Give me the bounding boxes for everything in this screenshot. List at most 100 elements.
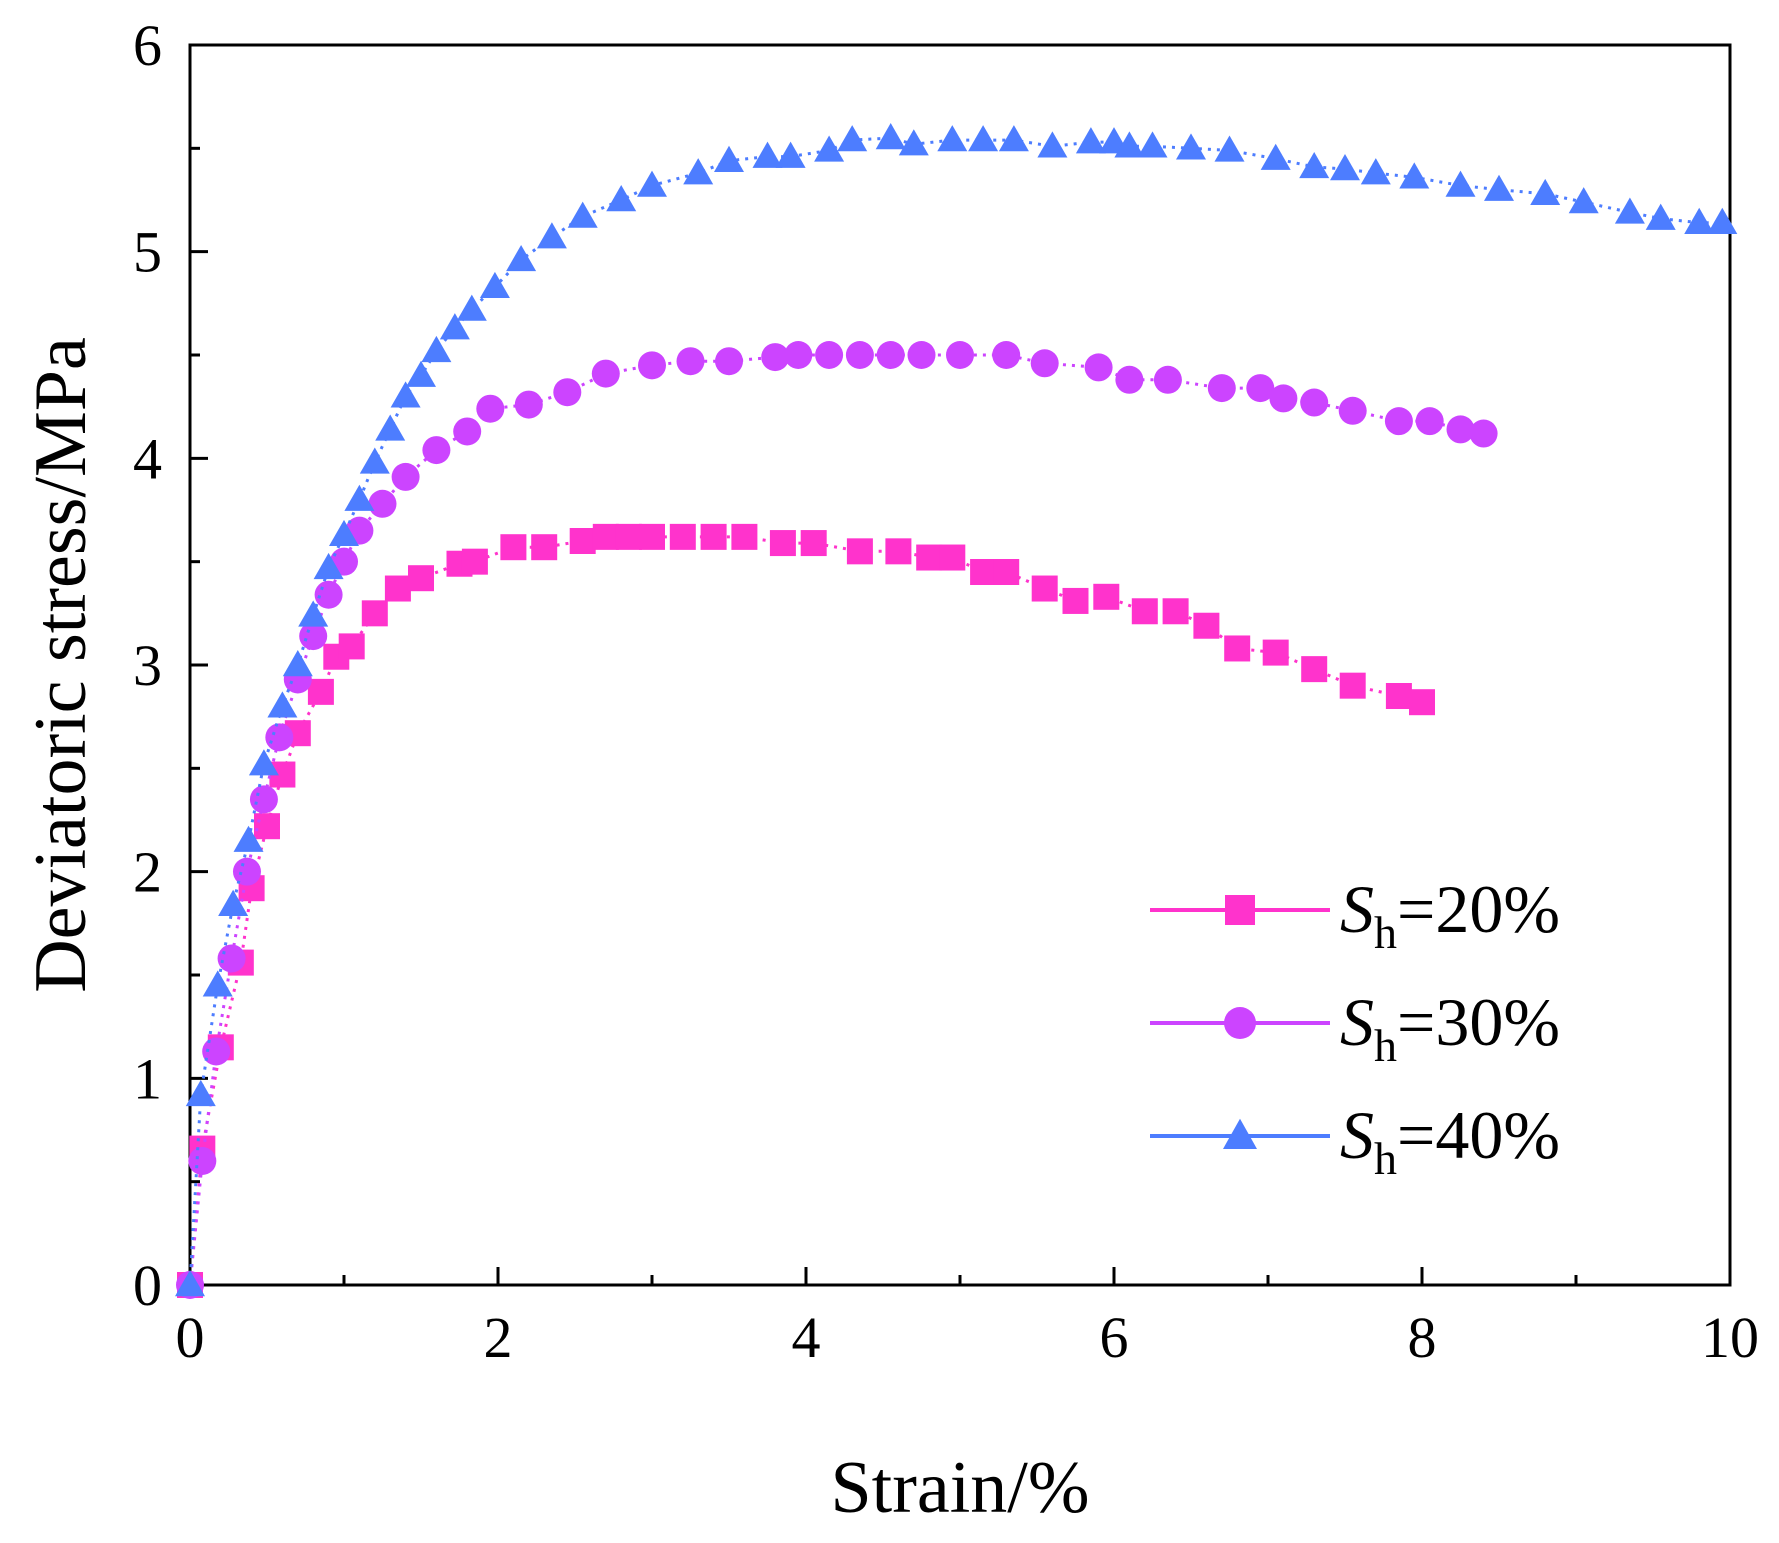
circle-marker [946, 341, 974, 369]
square-marker [769, 530, 796, 557]
circle-marker [422, 436, 451, 465]
circle-marker [1030, 349, 1059, 378]
circle-marker [1446, 415, 1475, 444]
series-3 [175, 123, 1738, 1297]
square-marker [1385, 683, 1412, 709]
square-marker [461, 548, 488, 575]
circle-marker [591, 359, 620, 388]
circle-marker [1153, 365, 1182, 394]
triangle-marker [202, 970, 233, 997]
triangle-marker [1114, 131, 1145, 158]
square-marker [1409, 689, 1435, 716]
circle-marker [1269, 384, 1298, 413]
square-marker [885, 538, 912, 565]
circle-marker [845, 341, 874, 369]
triangle-marker [390, 381, 421, 408]
legend-item-1: Sh=20% [1150, 871, 1560, 958]
square-marker [970, 559, 997, 585]
triangle-marker [814, 135, 845, 162]
square-marker [731, 523, 758, 550]
triangle-marker [479, 271, 510, 299]
triangle-marker [1614, 197, 1645, 224]
triangle-marker [998, 125, 1029, 152]
x-tick-label: 8 [1408, 1305, 1437, 1370]
circle-marker [453, 417, 482, 446]
series-1 [177, 523, 1435, 1298]
triangle-marker [313, 552, 344, 580]
x-tick-label: 2 [484, 1305, 513, 1370]
circle-marker [391, 462, 420, 491]
circle-marker [815, 341, 844, 369]
triangle-marker [875, 123, 906, 150]
triangle-marker [1568, 187, 1599, 214]
triangle-marker [1075, 127, 1106, 154]
triangle-marker [267, 691, 298, 718]
triangle-marker [344, 484, 375, 511]
triangle-marker [456, 294, 487, 321]
x-tick-label: 0 [176, 1305, 205, 1370]
circle-marker [514, 390, 543, 419]
triangle-marker [506, 244, 537, 272]
square-marker [307, 678, 334, 705]
circle-marker [1207, 374, 1236, 403]
y-tick-label: 5 [133, 220, 162, 285]
triangle-marker [968, 125, 999, 152]
square-marker [639, 523, 665, 550]
legend: Sh=20% Sh=30% Sh=40% [1150, 871, 1560, 1184]
square-marker [916, 544, 943, 571]
circle-marker [1246, 374, 1275, 403]
triangle-marker [375, 414, 406, 441]
triangle-marker [637, 170, 667, 197]
triangle-marker [536, 222, 567, 249]
circle-marker [553, 378, 582, 407]
circle-marker [907, 341, 936, 369]
circle-marker [299, 622, 328, 651]
triangle-marker [1299, 151, 1330, 179]
circle-marker [249, 785, 278, 814]
circle-marker [676, 347, 705, 376]
y-tick-label: 1 [133, 1046, 162, 1111]
y-tick-label: 6 [133, 13, 162, 78]
square-marker [1162, 598, 1189, 625]
triangle-marker [606, 185, 637, 212]
circle-marker [265, 723, 294, 752]
circle-marker [1115, 365, 1144, 394]
y-tick-label: 4 [133, 426, 162, 491]
square-marker [569, 528, 596, 554]
triangle-marker [1330, 154, 1360, 181]
triangle-marker [1137, 131, 1168, 158]
square-marker [1031, 575, 1058, 602]
circle-marker [1084, 353, 1113, 382]
triangle-marker [1214, 135, 1245, 162]
circle-marker [232, 857, 261, 886]
circle-marker [992, 341, 1021, 369]
triangle-marker [837, 125, 868, 152]
y-tick-label: 3 [133, 633, 162, 698]
triangle-marker [329, 519, 359, 547]
x-tick-label: 6 [1100, 1305, 1129, 1370]
triangle-marker [1445, 170, 1476, 197]
triangle-marker [185, 1079, 216, 1107]
y-tick-label: 2 [133, 840, 162, 905]
triangle-marker [282, 650, 313, 677]
square-marker [592, 523, 619, 550]
legend-item-3: Sh=40% [1150, 1097, 1560, 1184]
circle-marker [1300, 388, 1329, 417]
triangle-marker [406, 360, 436, 387]
x-tick-label: 4 [792, 1305, 821, 1370]
square-marker [1062, 587, 1089, 614]
triangle-marker [218, 889, 249, 916]
square-marker [1131, 598, 1158, 625]
legend-label: Sh=30% [1340, 984, 1560, 1071]
series-layer [175, 123, 1738, 1299]
triangle-marker [683, 158, 714, 185]
triangle-marker [421, 335, 452, 363]
square-marker [361, 600, 388, 627]
y-axis-label: Deviatoric stress/MPa [20, 337, 102, 993]
square-marker [1225, 895, 1255, 925]
circle-marker [638, 351, 666, 380]
triangle-marker [298, 600, 329, 627]
triangle-marker [1399, 162, 1430, 189]
triangle-marker [359, 447, 390, 474]
